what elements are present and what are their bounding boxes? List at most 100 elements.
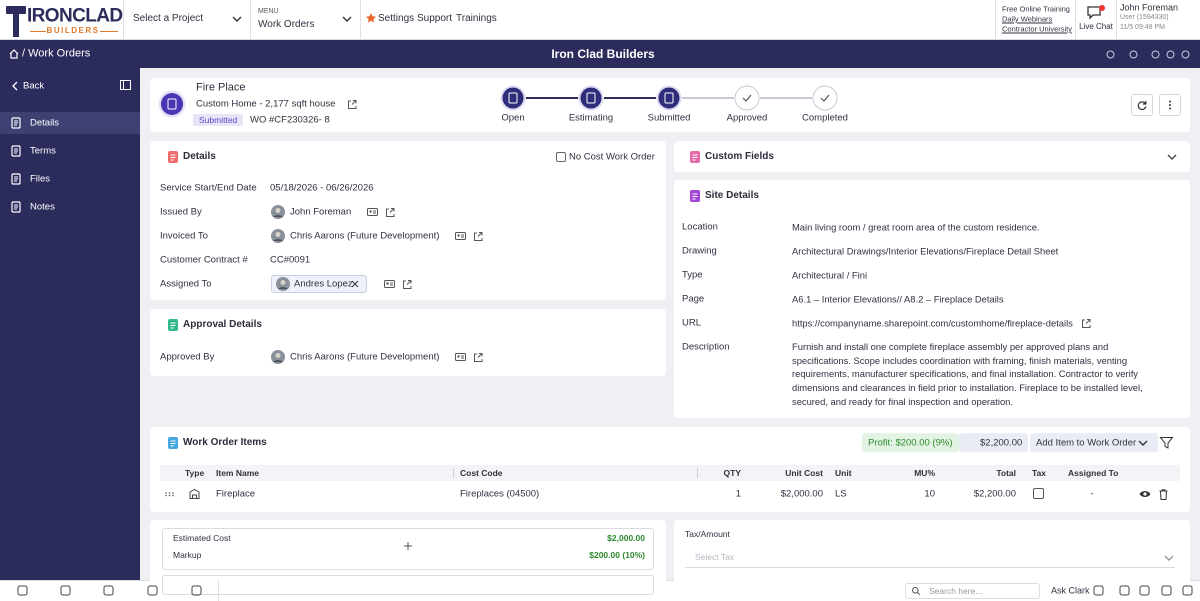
remove-icon[interactable] [351, 280, 359, 288]
filter-icon[interactable] [1159, 437, 1174, 449]
back[interactable]: Back [23, 80, 45, 92]
separator [1075, 0, 1076, 40]
tax-checkbox[interactable] [1033, 488, 1044, 499]
top-link[interactable]: Trainings [456, 13, 497, 24]
field-label: Description [682, 341, 730, 353]
header-icon [158, 90, 186, 118]
bottom-icon[interactable] [1139, 585, 1150, 596]
sidebar-icon [11, 201, 21, 213]
sidebar-active [0, 112, 140, 134]
icon-part [386, 208, 395, 217]
home-icon[interactable] [9, 49, 19, 59]
no-cost-label[interactable]: No Cost Work Order [569, 151, 655, 163]
contact-card-icon[interactable] [455, 231, 466, 241]
nav-icon[interactable] [1129, 50, 1138, 59]
bottom-icon[interactable] [1161, 585, 1172, 596]
icon-part [348, 100, 357, 109]
icon-part [278, 287, 288, 289]
icon-part [386, 282, 389, 285]
project-select[interactable]: Select a Project [133, 13, 204, 24]
nav-icon[interactable] [1181, 50, 1190, 59]
bottom-icon[interactable] [17, 585, 28, 596]
step-connector [604, 97, 656, 99]
bottom-icon[interactable] [60, 585, 71, 596]
bottom-icon[interactable] [147, 585, 158, 596]
sidebar-item[interactable]: Terms [30, 145, 56, 157]
add-item-button[interactable]: Add Item to Work Order [1030, 433, 1159, 453]
breadcrumb[interactable]: / Work Orders [22, 47, 91, 60]
chevron[interactable] [1166, 151, 1178, 163]
section-icon [168, 151, 178, 163]
nav-icon[interactable] [1166, 50, 1175, 59]
tax-card [674, 520, 1190, 590]
drag-handle[interactable] [165, 492, 174, 497]
search-box[interactable] [905, 583, 1040, 599]
avatar [276, 277, 290, 291]
field-label: Type [682, 269, 703, 281]
bottom-icon[interactable] [1093, 585, 1104, 596]
icon-part [273, 360, 283, 362]
sidebar-item[interactable]: Files [30, 173, 51, 185]
contact-card-icon[interactable] [455, 352, 466, 362]
logo[interactable]: IRONCLAD [27, 5, 123, 27]
menu-value[interactable]: Work Orders [258, 19, 315, 30]
live-chat[interactable]: Live Chat [1079, 22, 1113, 32]
icon-part [455, 232, 466, 240]
top-link[interactable]: Support [417, 13, 453, 24]
link-icon[interactable] [402, 279, 412, 289]
custom-fields-card [674, 141, 1190, 172]
link-icon[interactable] [347, 99, 357, 109]
sidebar-item[interactable]: Notes [30, 201, 55, 213]
delete-icon[interactable] [1159, 489, 1168, 500]
collapse-icon[interactable] [120, 80, 132, 91]
link-icon[interactable] [473, 352, 483, 362]
step-circle[interactable] [500, 85, 526, 111]
icon-part [1159, 489, 1168, 500]
icon-part [1137, 101, 1147, 111]
ask-clark[interactable]: Ask Clark [1051, 585, 1090, 596]
separator [360, 0, 361, 40]
icon-part [917, 592, 921, 596]
top-link[interactable]: Settings [378, 13, 415, 24]
bottom-icon[interactable] [1119, 585, 1130, 596]
view-icon[interactable] [1139, 490, 1151, 498]
bottom-icon[interactable] [1182, 585, 1193, 596]
sidebar-icon [11, 173, 21, 185]
sidebar-item[interactable]: Details [30, 117, 60, 129]
training-link[interactable]: Daily Webinars [1002, 14, 1053, 24]
step-circle[interactable] [656, 85, 682, 111]
step-circle[interactable] [812, 85, 838, 111]
separator [250, 0, 251, 40]
step-circle[interactable] [734, 85, 760, 111]
bottom-icon[interactable] [191, 585, 202, 596]
nav-icon[interactable] [1151, 50, 1160, 59]
icon-part [1169, 100, 1171, 103]
column-header: Unit Cost [785, 467, 823, 478]
sidebar-icon [11, 117, 21, 129]
assignee-name: Andres Lopez [294, 278, 353, 290]
step-label: Submitted [647, 112, 691, 124]
section-icon [168, 437, 178, 449]
checkbox[interactable] [556, 152, 566, 162]
icon-button[interactable] [1131, 94, 1153, 116]
cell: $2,200.00 [973, 488, 1016, 500]
summary-label: Estimated Cost [173, 532, 231, 543]
step-label: Completed [802, 112, 848, 124]
contact-card-icon[interactable] [367, 207, 378, 217]
contact-card-icon[interactable] [384, 279, 395, 289]
link-icon[interactable] [1081, 318, 1091, 328]
icon-part [1082, 319, 1091, 328]
cell: Fireplace [216, 488, 256, 500]
link-icon[interactable] [473, 231, 483, 241]
bottom-icon[interactable] [103, 585, 114, 596]
details-card [150, 141, 666, 300]
tax-select[interactable] [685, 546, 1175, 568]
icon-part [170, 440, 176, 447]
step-circle[interactable] [578, 85, 604, 111]
icon-part [1166, 50, 1175, 59]
training-link[interactable]: Contractor University [1002, 24, 1073, 34]
nav-icon[interactable] [1106, 50, 1115, 59]
search-placeholder: Search here... [929, 585, 983, 596]
icon-part [6, 6, 26, 14]
link-icon[interactable] [385, 207, 395, 217]
